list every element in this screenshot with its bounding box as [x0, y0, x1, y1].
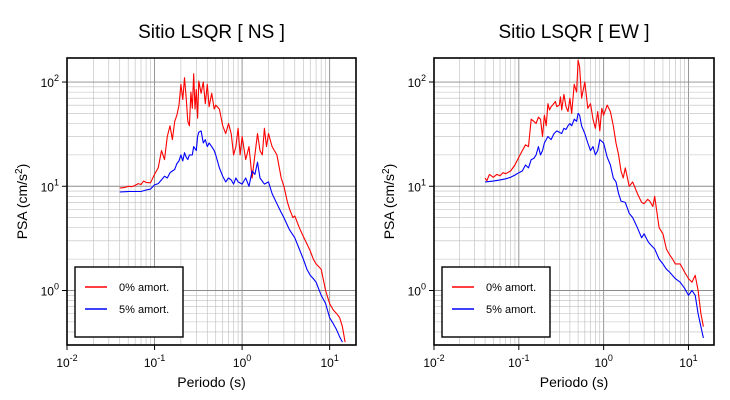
y-label-close: ): [14, 164, 30, 169]
tick-exponent: -1: [157, 353, 165, 363]
y-tick-label: 101: [41, 177, 59, 194]
x-tick-label: 101: [679, 353, 697, 370]
legend-label-undamped: 0% amort.: [119, 282, 169, 294]
tick-base: 10: [41, 76, 55, 90]
tick-exponent: 2: [421, 73, 426, 83]
series-line-undamped: [484, 59, 704, 327]
tick-exponent: -2: [437, 353, 445, 363]
y-tick-label: 100: [408, 281, 426, 298]
tick-exponent: 2: [54, 73, 59, 83]
series-line-undamped: [119, 73, 346, 343]
tick-base: 10: [594, 356, 608, 370]
tick-base: 10: [408, 76, 422, 90]
y-tick-label: 102: [41, 73, 59, 90]
legend-label-damped: 5% amort.: [119, 304, 169, 316]
tick-exponent: 1: [693, 353, 698, 363]
x-tick-label: 101: [320, 353, 338, 370]
tick-exponent: 1: [54, 177, 59, 187]
tick-base: 10: [408, 180, 422, 194]
plot-frame: [433, 57, 715, 346]
y-label-superscript: 2: [14, 168, 25, 174]
tick-base: 10: [408, 284, 422, 298]
x-tick-label: 10-1: [144, 353, 165, 370]
y-label-main: PSA (cm/s: [381, 174, 397, 239]
legend: 0% amort. 5% amort.: [441, 266, 551, 338]
x-tick-label: 100: [594, 353, 612, 370]
tick-exponent: -1: [521, 353, 529, 363]
tick-base: 10: [320, 356, 334, 370]
tick-exponent: 1: [421, 177, 426, 187]
y-label-main: PSA (cm/s: [14, 174, 30, 239]
tick-exponent: 0: [54, 281, 59, 291]
y-tick-label: 102: [408, 73, 426, 90]
tick-base: 10: [508, 356, 522, 370]
tick-exponent: 0: [421, 281, 426, 291]
legend-label-damped: 5% amort.: [486, 304, 536, 316]
y-label-close: ): [381, 164, 397, 169]
legend-box: [74, 266, 184, 338]
tick-base: 10: [41, 284, 55, 298]
legend-box: [441, 266, 551, 338]
series-line-damped: [485, 112, 704, 339]
x-axis-label: Periodo (s): [177, 374, 245, 390]
x-tick-label: 10-2: [56, 353, 77, 370]
y-tick-label: 101: [408, 177, 426, 194]
series-line-damped: [119, 130, 343, 343]
y-tick-label: 100: [41, 281, 59, 298]
tick-exponent: 0: [608, 353, 613, 363]
y-axis-label: PSA (cm/s2): [14, 164, 30, 240]
legend: 0% amort. 5% amort.: [74, 266, 184, 338]
tick-base: 10: [423, 356, 437, 370]
plot-frame: [66, 57, 357, 346]
tick-exponent: 1: [334, 353, 339, 363]
chart-title: Sitio LSQR [ EW ]: [499, 22, 650, 43]
tick-base: 10: [41, 180, 55, 194]
x-tick-label: 10-2: [423, 353, 444, 370]
y-axis-label: PSA (cm/s2): [381, 164, 397, 240]
tick-base: 10: [679, 356, 693, 370]
grid: [66, 58, 357, 346]
y-label-superscript: 2: [381, 168, 392, 174]
tick-exponent: 0: [246, 353, 251, 363]
x-axis-label: Periodo (s): [540, 374, 608, 390]
x-tick-label: 100: [233, 353, 251, 370]
tick-exponent: -2: [70, 353, 78, 363]
chart-title: Sitio LSQR [ NS ]: [138, 22, 285, 43]
tick-base: 10: [144, 356, 158, 370]
x-tick-label: 10-1: [508, 353, 529, 370]
tick-base: 10: [56, 356, 70, 370]
tick-base: 10: [233, 356, 247, 370]
legend-label-undamped: 0% amort.: [486, 282, 536, 294]
